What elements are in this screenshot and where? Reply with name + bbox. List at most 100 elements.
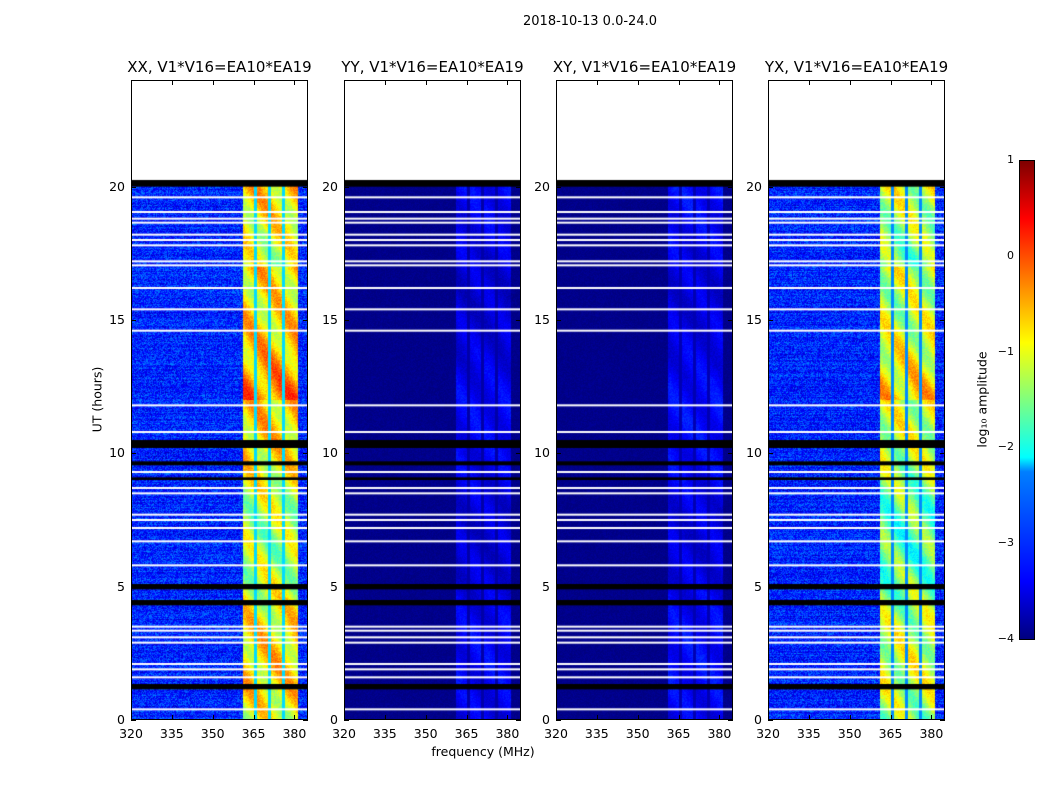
y-tick-mark bbox=[303, 586, 308, 588]
x-tick-mark bbox=[556, 80, 557, 85]
x-tick-mark bbox=[466, 715, 468, 720]
y-tick-mark bbox=[516, 586, 521, 588]
x-tick-mark bbox=[678, 715, 680, 720]
y-tick-mark bbox=[344, 720, 349, 721]
x-tick-label: 380 bbox=[495, 726, 520, 741]
y-tick-mark bbox=[131, 453, 136, 455]
panel-title: XY, V1*V16=EA10*EA19 bbox=[552, 58, 737, 76]
x-tick-mark bbox=[131, 80, 132, 85]
x-tick-mark bbox=[768, 715, 769, 720]
axes-frame bbox=[556, 80, 733, 720]
x-tick-mark bbox=[384, 715, 386, 720]
panel-yy: YY, V1*V16=EA10*EA19 0 5 10 15 20 320 335 350 365… bbox=[322, 58, 524, 741]
x-tick-label: 335 bbox=[372, 726, 397, 741]
y-tick-mark bbox=[516, 320, 521, 321]
x-tick-mark bbox=[596, 715, 598, 720]
x-tick-label: 365 bbox=[878, 726, 903, 741]
y-tick-label: 5 bbox=[330, 578, 338, 594]
x-tick-mark bbox=[212, 80, 214, 85]
x-tick-mark bbox=[596, 80, 598, 85]
figure-title: 2018-10-13 0.0-24.0 bbox=[523, 14, 657, 29]
x-tick-mark bbox=[425, 715, 427, 720]
y-tick-mark bbox=[728, 586, 733, 588]
x-tick-mark bbox=[344, 715, 345, 720]
x-tick-mark bbox=[131, 715, 132, 720]
x-tick-mark bbox=[507, 715, 509, 720]
panel-xy: XY, V1*V16=EA10*EA19 0 5 10 15 20 320 335 350 365… bbox=[534, 58, 736, 741]
y-tick-mark bbox=[303, 320, 308, 321]
y-tick-mark bbox=[303, 186, 308, 188]
x-tick-mark bbox=[890, 80, 892, 85]
x-tick-mark bbox=[294, 715, 296, 720]
x-tick-label: 350 bbox=[837, 726, 862, 741]
y-tick-label: 20 bbox=[322, 178, 338, 194]
heatmap bbox=[131, 80, 308, 720]
y-tick-mark bbox=[940, 586, 945, 588]
axes-frame bbox=[131, 80, 308, 720]
y-axis-label: UT (hours) bbox=[89, 366, 105, 433]
y-tick-label: 20 bbox=[534, 178, 550, 194]
y-tick-label: 10 bbox=[746, 445, 762, 461]
x-tick-label: 380 bbox=[707, 726, 732, 741]
x-tick-label: 335 bbox=[584, 726, 609, 741]
y-tick-label: 15 bbox=[534, 312, 550, 327]
x-tick-mark bbox=[253, 715, 255, 720]
y-tick-label: 20 bbox=[746, 178, 762, 194]
y-tick-label: 20 bbox=[109, 178, 125, 194]
x-tick-label: 350 bbox=[413, 726, 438, 741]
y-tick-mark bbox=[940, 186, 945, 188]
x-tick-label: 350 bbox=[625, 726, 650, 741]
y-tick-mark bbox=[768, 320, 773, 321]
y-tick-label: 15 bbox=[322, 312, 338, 327]
y-tick-label: 15 bbox=[746, 312, 762, 327]
x-tick-mark bbox=[931, 715, 933, 720]
y-tick-mark bbox=[303, 720, 308, 721]
y-tick-mark bbox=[728, 720, 733, 721]
colorbar-tick-label: −1 bbox=[997, 344, 1014, 358]
colorbar-tick-label: 0 bbox=[1007, 248, 1014, 262]
y-tick-mark bbox=[516, 186, 521, 188]
y-tick-mark bbox=[768, 720, 773, 721]
y-tick-mark bbox=[131, 586, 136, 588]
y-tick-label: 5 bbox=[117, 578, 125, 594]
y-tick-label: 5 bbox=[542, 578, 550, 594]
x-tick-label: 320 bbox=[544, 726, 568, 741]
y-tick-mark bbox=[516, 453, 521, 455]
y-tick-label: 0 bbox=[330, 712, 338, 727]
y-tick-label: 10 bbox=[322, 445, 338, 461]
y-tick-label: 10 bbox=[534, 445, 550, 461]
panel-xx: XX, V1*V16=EA10*EA19 0 5 10 15 20 320 335 350 365… bbox=[109, 58, 312, 741]
x-tick-label: 350 bbox=[200, 726, 225, 741]
y-tick-mark bbox=[556, 586, 561, 588]
x-tick-mark bbox=[466, 80, 468, 85]
x-tick-mark bbox=[294, 80, 296, 85]
x-tick-mark bbox=[678, 80, 680, 85]
y-tick-mark bbox=[768, 453, 773, 455]
y-tick-mark bbox=[556, 320, 561, 321]
x-tick-mark bbox=[507, 80, 509, 85]
x-tick-mark bbox=[171, 80, 173, 85]
x-tick-mark bbox=[849, 80, 851, 85]
y-tick-mark bbox=[728, 453, 733, 455]
x-tick-mark bbox=[931, 80, 933, 85]
x-tick-mark bbox=[808, 715, 810, 720]
x-tick-label: 320 bbox=[332, 726, 356, 741]
heatmap bbox=[768, 80, 945, 720]
y-tick-label: 0 bbox=[754, 712, 762, 727]
x-tick-mark bbox=[425, 80, 427, 85]
y-tick-mark bbox=[131, 720, 136, 721]
y-tick-mark bbox=[940, 453, 945, 455]
x-tick-mark bbox=[849, 715, 851, 720]
x-tick-mark bbox=[637, 715, 639, 720]
y-tick-mark bbox=[344, 586, 349, 588]
x-tick-mark bbox=[344, 80, 345, 85]
panel-title: XX, V1*V16=EA10*EA19 bbox=[127, 58, 312, 76]
x-tick-label: 380 bbox=[919, 726, 944, 741]
y-tick-mark bbox=[131, 320, 136, 321]
x-tick-mark bbox=[890, 715, 892, 720]
panel-title: YY, V1*V16=EA10*EA19 bbox=[341, 58, 524, 76]
panel-title: YX, V1*V16=EA10*EA19 bbox=[764, 58, 949, 76]
colorbar bbox=[1019, 160, 1035, 640]
y-tick-mark bbox=[516, 720, 521, 721]
